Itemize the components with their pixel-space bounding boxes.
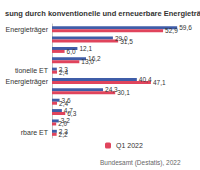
svg-text:24,3: 24,3: [105, 86, 118, 93]
svg-text:31,5: 31,5: [120, 38, 133, 45]
svg-text:40,4: 40,4: [139, 76, 152, 83]
svg-text:2,4: 2,4: [59, 100, 68, 107]
svg-text:Bundesamt (Destatis), 2022: Bundesamt (Destatis), 2022: [100, 159, 181, 167]
svg-text:sung durch konventionelle und: sung durch konventionelle und erneuerbar…: [5, 9, 200, 18]
svg-text:2,2: 2,2: [59, 131, 68, 138]
svg-text:Energieträger: Energieträger: [6, 78, 49, 86]
svg-text:47,1: 47,1: [153, 79, 166, 86]
svg-text:rbare ET: rbare ET: [21, 129, 49, 136]
svg-text:Energieträger: Energieträger: [6, 26, 49, 34]
svg-text:6,0: 6,0: [67, 48, 76, 55]
svg-text:13,0: 13,0: [81, 58, 94, 65]
svg-text:59,6: 59,6: [179, 24, 192, 31]
svg-text:6,3: 6,3: [67, 110, 76, 117]
svg-text:30,1: 30,1: [117, 89, 130, 96]
svg-text:52,9: 52,9: [165, 27, 178, 34]
svg-text:2,0: 2,0: [58, 120, 67, 127]
svg-text:12,1: 12,1: [79, 45, 92, 52]
svg-text:16,2: 16,2: [88, 55, 101, 63]
svg-text:tionelle ET: tionelle ET: [15, 67, 49, 74]
svg-text:Q1 2022: Q1 2022: [116, 142, 143, 150]
svg-text:2,4: 2,4: [59, 69, 68, 76]
